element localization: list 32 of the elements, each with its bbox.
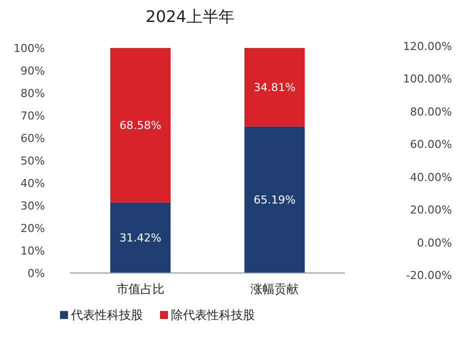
y-tick-label: 60% [20, 132, 45, 145]
y-tick-label: 90% [20, 64, 45, 78]
bar [110, 202, 171, 273]
bar [244, 126, 305, 273]
chart-title: 2024上半年 [146, 7, 234, 26]
data-label: 34.81% [254, 81, 296, 94]
y-tick-label: 70% [20, 110, 45, 122]
y2-tick-label: 0.00% [417, 236, 452, 250]
data-label: 68.58% [119, 119, 162, 132]
y-tick-label: 100% [14, 42, 45, 55]
y2-tick-label: 100.00% [403, 72, 452, 86]
data-label: 31.42% [119, 232, 162, 245]
y-tick-label: 50% [20, 154, 45, 168]
y2-tick-label: -20.00% [406, 269, 452, 282]
y-tick-label: 10% [20, 244, 45, 258]
y-tick-label: 30% [20, 200, 45, 212]
data-label: 65.19% [254, 194, 296, 207]
y2-tick-label: 60.00% [410, 138, 452, 152]
y-tick-label: 80% [20, 87, 45, 100]
x-tick-label: 涨幅贡献 [250, 282, 299, 296]
y2-tick-label: 40.00% [410, 170, 452, 184]
x-tick-label: 市值占比 [116, 282, 164, 296]
legend-label: 代表性科技股 [70, 308, 143, 322]
y-tick-label: 40% [20, 177, 45, 190]
bar [244, 48, 305, 126]
y2-tick-label: 20.00% [410, 204, 452, 217]
legend-label: 除代表性科技股 [171, 308, 255, 322]
y2-tick-label: 80.00% [410, 105, 452, 118]
y-tick-label: 0% [28, 267, 45, 280]
y2-tick-label: 120.00% [403, 40, 452, 53]
bar [110, 48, 171, 202]
y-tick-label: 20% [20, 222, 45, 235]
